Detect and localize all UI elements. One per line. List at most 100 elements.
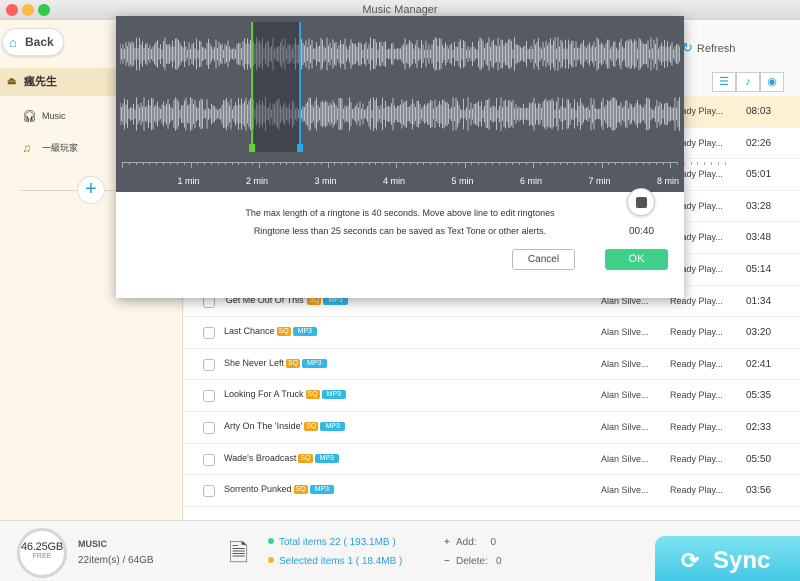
sidebar-item-playlist[interactable]: ♫ 一級玩家 [0, 132, 183, 164]
cancel-button[interactable]: Cancel [512, 249, 575, 270]
minimize-window-button[interactable] [22, 4, 34, 16]
start-marker-handle[interactable] [249, 144, 256, 152]
track-title: Wade's Broadcast [224, 452, 297, 463]
storage-gauge: 46.25GB FREE [17, 528, 67, 578]
headphones-icon: 🎧︎ [22, 109, 38, 123]
category-label: MUSIC [78, 539, 107, 549]
ruler-minor-tick [450, 162, 452, 165]
table-row[interactable]: Arty On The 'Inside' SQ MP3 Alan Silve... Re… [184, 412, 800, 444]
sq-badge: SQ [307, 295, 322, 305]
sync-button[interactable]: ⟳ Sync [655, 536, 800, 581]
ruler-minor-tick [628, 162, 630, 165]
ruler-minor-tick [272, 162, 274, 165]
track-name: Arty On The 'Inside' SQ MP3 [224, 421, 345, 431]
refresh-label: Refresh [696, 43, 736, 55]
back-button[interactable]: ⌂ Back [2, 28, 64, 56]
ruler-minor-tick [169, 162, 171, 165]
track-status: Ready Play... [670, 200, 723, 211]
ruler-minor-tick [423, 162, 425, 165]
ringtone-editor-dialog: 1 min 2 min 3 min 4 min 5 min 6 min 7 min 8 min… [116, 16, 726, 298]
sq-badge: SQ [293, 485, 308, 495]
close-window-button[interactable] [6, 4, 18, 16]
refresh-icon: ↻ [682, 40, 693, 55]
ruler-minor-tick [224, 162, 226, 165]
ruler-minor-tick [327, 162, 329, 168]
track-status: Ready Play... [670, 485, 723, 496]
total-items-text: Total items 22 ( 193.1MB ) [279, 537, 396, 548]
document-info-icon: 🗎︎ [229, 540, 249, 567]
end-marker[interactable] [299, 22, 302, 152]
row-checkbox[interactable] [203, 327, 215, 340]
track-name: Last Chance SQ MP3 [224, 326, 318, 337]
refresh-button[interactable]: ↻ Refresh [682, 40, 735, 56]
ruler-minor-tick [485, 162, 487, 165]
ruler-minor-tick [197, 162, 199, 165]
album-view-button[interactable]: ◉ [760, 72, 784, 92]
ruler-tick-label: 7 min [588, 176, 611, 186]
row-checkbox[interactable] [203, 390, 215, 403]
ruler-minor-tick [361, 162, 363, 165]
ruler-minor-tick [498, 162, 500, 165]
row-checkbox[interactable] [203, 358, 215, 371]
table-row[interactable]: She Never Left SQ MP3 Alan Silve... Ready Pl… [184, 349, 800, 381]
track-duration: 05:35 [746, 390, 772, 402]
ruler-minor-tick [697, 162, 699, 165]
track-artist: Alan Silve... [601, 295, 649, 306]
ruler-minor-tick [245, 162, 247, 165]
track-status: Ready Play... [670, 169, 723, 180]
table-row[interactable]: Looking For A Truck SQ MP3 Alan Silve... Rea… [184, 380, 800, 412]
add-count: + Add: 0 [444, 537, 497, 548]
ruler-minor-tick [642, 162, 644, 165]
table-row[interactable]: Last Chance SQ MP3 Alan Silve... Ready Play.… [184, 317, 800, 349]
ok-button[interactable]: OK [605, 249, 668, 270]
table-row[interactable]: 'Get Me Out Of This' SQ MP3 Alan Silve... Re… [184, 286, 800, 318]
track-title: Last Chance [224, 326, 275, 337]
add-playlist-button[interactable]: + [77, 176, 105, 204]
stop-button[interactable] [627, 188, 655, 216]
artist-view-button[interactable]: ♪ [736, 72, 760, 92]
table-row[interactable]: Wade's Broadcast SQ MP3 Alan Silve... Ready … [184, 444, 800, 476]
track-duration: 08:03 [746, 106, 772, 117]
ruler-minor-tick [663, 162, 665, 165]
list-view-button[interactable]: ☰ [712, 72, 736, 92]
home-icon: ⌂ [9, 35, 17, 50]
start-marker[interactable] [251, 22, 254, 152]
waveform[interactable] [120, 22, 680, 152]
ruler-minor-tick [443, 162, 445, 165]
row-checkbox[interactable] [203, 485, 215, 498]
end-marker-handle[interactable] [297, 144, 304, 152]
mp3-badge: MP3 [321, 390, 347, 400]
selection-region[interactable] [252, 22, 301, 152]
track-name: Wade's Broadcast SQ MP3 [224, 453, 339, 463]
ruler-minor-tick [176, 162, 178, 165]
ruler-baseline [122, 162, 678, 163]
delete-value: 0 [496, 556, 502, 567]
waveform-right-channel [120, 97, 680, 131]
track-title: Sorrento Punked [224, 484, 292, 495]
sq-badge: SQ [304, 422, 319, 431]
track-duration: 03:48 [746, 232, 772, 244]
row-checkbox[interactable] [203, 422, 215, 434]
zoom-window-button[interactable] [38, 4, 50, 16]
ruler-minor-tick [402, 162, 404, 165]
ruler-minor-tick [211, 162, 213, 165]
ruler-minor-tick [430, 162, 432, 165]
device-name: 瘋先生 [24, 76, 57, 88]
ruler-minor-tick [128, 162, 130, 165]
ruler-minor-tick [368, 162, 370, 165]
row-checkbox[interactable] [203, 453, 215, 466]
track-duration: 05:01 [746, 169, 772, 181]
mp3-badge: MP3 [314, 453, 339, 463]
ruler-tick-label: 6 min [520, 176, 543, 186]
ruler-minor-tick [183, 162, 185, 165]
playlist-icon: ♫ [22, 141, 31, 155]
track-artist: Alan Silve... [601, 422, 649, 432]
ruler-minor-tick [533, 162, 534, 168]
ruler-minor-tick [396, 162, 397, 168]
eject-icon[interactable]: ⏏ [7, 76, 17, 87]
sidebar-item-music[interactable]: 🎧︎ Music [0, 100, 183, 132]
table-row[interactable]: Sorrento Punked SQ MP3 Alan Silve... Ready P… [184, 475, 800, 507]
waveform-panel[interactable] [116, 16, 684, 152]
mp3-badge: MP3 [323, 295, 348, 305]
ruler-minor-tick [615, 162, 617, 165]
